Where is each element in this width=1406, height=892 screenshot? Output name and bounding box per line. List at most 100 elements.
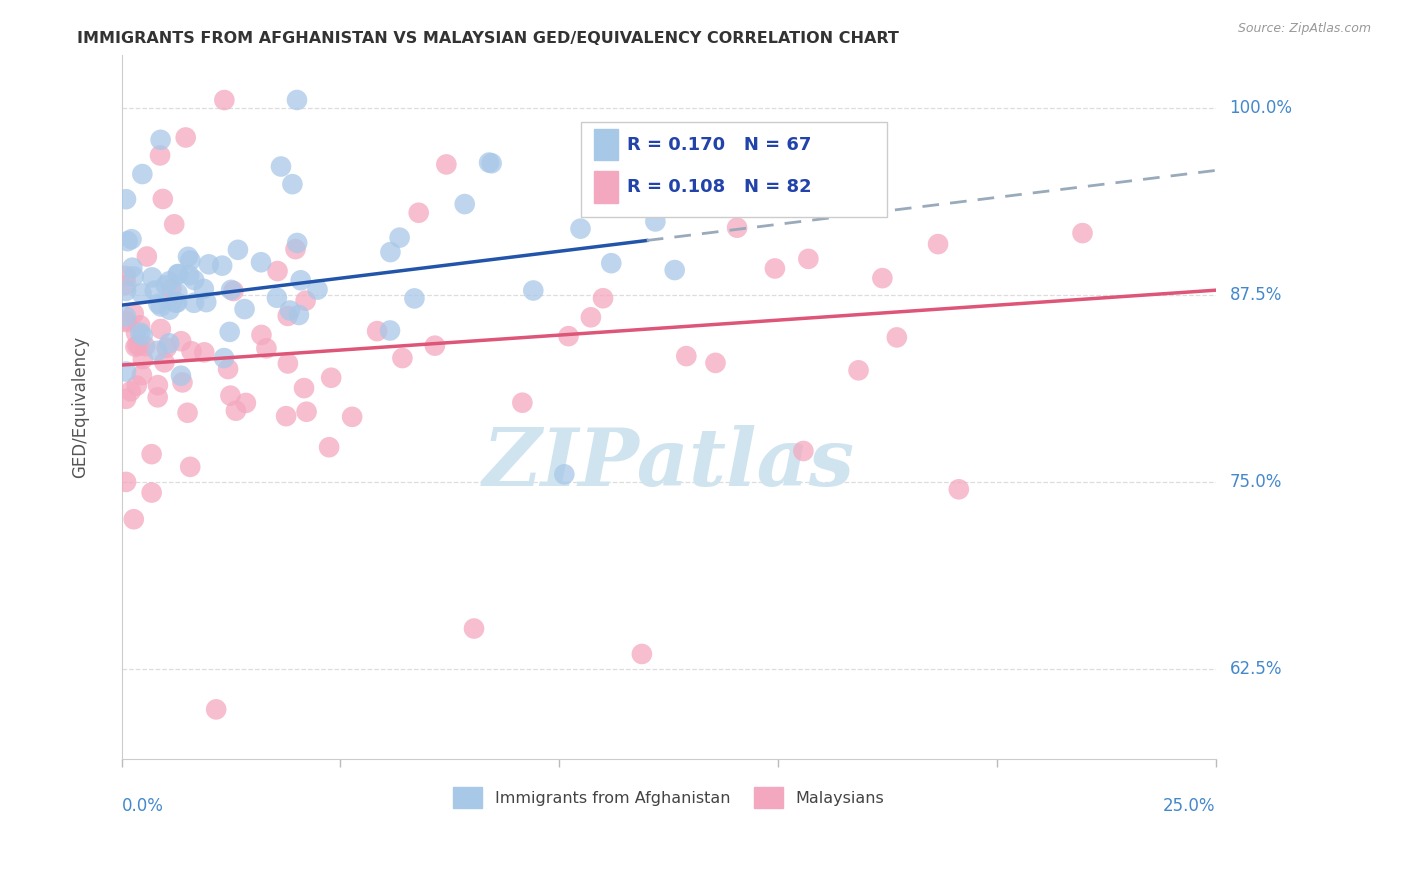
Point: [644, 214, 666, 228]
Point: [120, 384, 142, 399]
Point: [174, 130, 197, 145]
Point: [295, 405, 318, 419]
Point: [170, 334, 193, 349]
Legend: Immigrants from Afghanistan, Malaysians: Immigrants from Afghanistan, Malaysians: [447, 780, 890, 814]
Point: [219, 389, 242, 403]
Point: [478, 155, 501, 169]
Point: [277, 356, 299, 370]
Point: [408, 206, 430, 220]
Point: [153, 355, 176, 369]
Text: 75.0%: 75.0%: [1230, 473, 1282, 491]
Point: [179, 253, 201, 268]
Point: [115, 310, 138, 324]
Point: [115, 192, 138, 206]
Point: [115, 284, 138, 298]
Point: [270, 160, 292, 174]
Point: [177, 250, 200, 264]
Point: [211, 259, 233, 273]
Point: [148, 296, 170, 310]
Text: 25.0%: 25.0%: [1163, 797, 1216, 815]
Point: [848, 363, 870, 377]
Point: [205, 702, 228, 716]
Point: [115, 268, 138, 283]
Point: [193, 345, 215, 359]
Point: [391, 351, 413, 365]
Text: IMMIGRANTS FROM AFGHANISTAN VS MALAYSIAN GED/EQUIVALENCY CORRELATION CHART: IMMIGRANTS FROM AFGHANISTAN VS MALAYSIAN…: [77, 31, 900, 46]
Bar: [595, 128, 619, 161]
Point: [212, 351, 235, 365]
Point: [522, 284, 544, 298]
FancyBboxPatch shape: [581, 122, 887, 217]
Point: [131, 286, 153, 301]
Point: [128, 338, 150, 352]
Point: [226, 243, 249, 257]
Point: [321, 370, 343, 384]
Point: [115, 315, 138, 329]
Point: [122, 306, 145, 320]
Text: 0.0%: 0.0%: [122, 797, 163, 815]
Point: [600, 256, 623, 270]
Point: [115, 313, 138, 327]
Point: [157, 274, 180, 288]
Point: [160, 282, 183, 296]
Text: 87.5%: 87.5%: [1230, 285, 1282, 303]
Point: [222, 284, 245, 298]
Point: [277, 309, 299, 323]
Point: [129, 326, 152, 340]
Point: [294, 293, 316, 308]
Point: [792, 444, 814, 458]
Point: [176, 406, 198, 420]
Point: [149, 300, 172, 314]
Point: [217, 362, 239, 376]
Point: [149, 148, 172, 162]
Point: [179, 459, 201, 474]
Point: [159, 302, 181, 317]
Point: [149, 322, 172, 336]
Point: [463, 622, 485, 636]
Point: [927, 237, 949, 252]
Point: [378, 324, 401, 338]
Point: [115, 392, 138, 406]
Point: [152, 192, 174, 206]
Point: [125, 378, 148, 392]
Text: Source: ZipAtlas.com: Source: ZipAtlas.com: [1237, 22, 1371, 36]
Point: [132, 352, 155, 367]
Point: [579, 310, 602, 325]
Point: [183, 295, 205, 310]
Point: [170, 368, 193, 383]
Point: [404, 292, 426, 306]
Point: [454, 197, 477, 211]
Point: [141, 447, 163, 461]
Point: [163, 217, 186, 231]
Point: [127, 338, 149, 352]
Point: [125, 326, 148, 340]
Point: [254, 341, 277, 355]
Point: [143, 284, 166, 298]
Point: [183, 273, 205, 287]
Point: [121, 232, 143, 246]
Point: [115, 277, 138, 292]
Point: [512, 395, 534, 409]
Point: [340, 409, 363, 424]
Point: [166, 295, 188, 310]
Text: GED/Equivalency: GED/Equivalency: [72, 336, 89, 478]
Point: [274, 409, 297, 424]
Point: [146, 378, 169, 392]
Point: [266, 291, 288, 305]
Point: [165, 295, 187, 310]
Point: [434, 157, 457, 171]
Point: [131, 167, 153, 181]
Text: R = 0.108   N = 82: R = 0.108 N = 82: [627, 178, 811, 195]
Point: [149, 133, 172, 147]
Point: [288, 308, 311, 322]
Point: [134, 339, 156, 353]
Point: [664, 263, 686, 277]
Point: [266, 264, 288, 278]
Point: [292, 381, 315, 395]
Point: [214, 93, 236, 107]
Point: [318, 440, 340, 454]
Point: [675, 349, 697, 363]
Point: [166, 285, 188, 300]
Point: [235, 396, 257, 410]
Point: [250, 255, 273, 269]
